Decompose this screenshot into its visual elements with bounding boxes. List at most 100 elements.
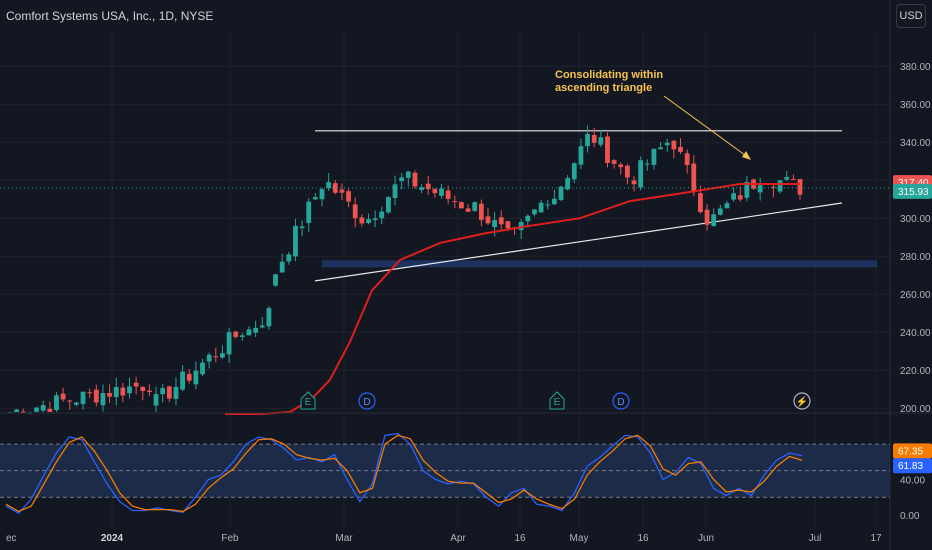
candle	[565, 174, 571, 191]
candle	[160, 383, 166, 403]
candle-body	[319, 189, 325, 200]
candle	[518, 219, 524, 240]
candle	[286, 251, 292, 265]
candle	[366, 213, 371, 225]
split-icon	[793, 392, 811, 410]
candle	[452, 195, 458, 209]
candle	[306, 198, 312, 233]
candle-body	[459, 202, 464, 209]
time-axis-label: Apr	[450, 533, 466, 544]
candle	[392, 175, 398, 206]
event-marker-label: D	[617, 397, 624, 408]
candle-body	[186, 373, 192, 381]
candle	[180, 365, 186, 392]
candle-body	[731, 193, 737, 200]
candle	[532, 209, 537, 217]
stochastic-tag-label: 61.83	[898, 461, 923, 472]
candle	[253, 320, 259, 338]
candle	[631, 176, 637, 192]
candle	[412, 170, 418, 189]
candle	[664, 138, 670, 152]
candle-body	[312, 197, 318, 200]
price-axis-label: 200.00	[900, 404, 931, 415]
candle-body	[14, 409, 20, 412]
earnings-icon	[300, 391, 316, 410]
candle	[147, 384, 152, 396]
candle-body	[664, 142, 670, 146]
candle	[67, 399, 73, 410]
candle	[73, 401, 79, 407]
price-axis-label: 220.00	[900, 366, 931, 377]
candle	[352, 197, 358, 228]
annotation-arrow	[663, 95, 750, 159]
candle	[717, 204, 723, 216]
candle	[40, 400, 46, 412]
candle	[193, 361, 199, 390]
candle-body	[213, 356, 219, 358]
dividend-icon	[358, 392, 376, 410]
candle	[60, 387, 66, 402]
candle-body	[279, 261, 285, 273]
candle-body	[744, 182, 750, 198]
candle	[605, 132, 610, 168]
candle-body	[34, 407, 39, 412]
candle	[87, 388, 93, 398]
currency-button[interactable]: USD	[896, 4, 926, 28]
price-axis-label: 360.00	[900, 100, 931, 111]
event-marker-earnings: E	[549, 391, 565, 410]
candle	[598, 129, 604, 148]
candle-body	[704, 209, 710, 225]
candle-body	[638, 160, 644, 188]
candle	[671, 139, 677, 159]
annotation-arrowhead	[742, 151, 751, 160]
candle-body	[239, 335, 245, 338]
time-axis-label: May	[570, 533, 589, 544]
candle-body	[771, 186, 776, 188]
candle	[439, 183, 444, 199]
candle	[273, 273, 278, 287]
candle-body	[180, 371, 186, 390]
candle-body	[631, 180, 637, 185]
stochastic-tag-label: 67.35	[898, 446, 923, 457]
candle-body	[598, 137, 604, 145]
candle-body	[193, 370, 199, 385]
candle-body	[790, 178, 796, 180]
candle	[684, 149, 690, 174]
candle	[651, 148, 657, 170]
price-axis-label: 240.00	[900, 328, 931, 339]
candle	[299, 220, 305, 237]
time-axis-label: Jun	[698, 533, 714, 544]
candle	[93, 384, 99, 407]
candle	[644, 159, 650, 171]
candle	[293, 218, 298, 262]
candle-body	[332, 183, 338, 193]
candle-body	[419, 187, 424, 190]
candle-body	[233, 331, 239, 337]
candle-body	[585, 133, 590, 147]
event-marker-earnings: E	[300, 391, 316, 410]
candle	[312, 193, 318, 201]
candle	[133, 376, 139, 395]
candle	[498, 210, 504, 230]
candle-body	[472, 202, 478, 211]
candle-body	[518, 221, 524, 231]
candle-body	[133, 382, 139, 387]
candle	[624, 163, 630, 185]
candle-body	[113, 387, 119, 397]
candle-body	[538, 202, 544, 213]
candle-body	[684, 153, 690, 166]
candle-body	[651, 148, 657, 165]
candle-body	[306, 201, 312, 224]
price-tag: 315.93	[893, 183, 932, 199]
candle	[213, 347, 219, 363]
candle-body	[492, 219, 498, 228]
candle-body	[485, 216, 491, 224]
candle	[737, 186, 743, 202]
candle-body	[226, 332, 232, 355]
candle	[731, 187, 737, 202]
candle	[226, 328, 232, 363]
stochastic-axis-label: 0.00	[900, 511, 920, 522]
candle-body	[259, 325, 265, 328]
candle	[538, 199, 544, 213]
